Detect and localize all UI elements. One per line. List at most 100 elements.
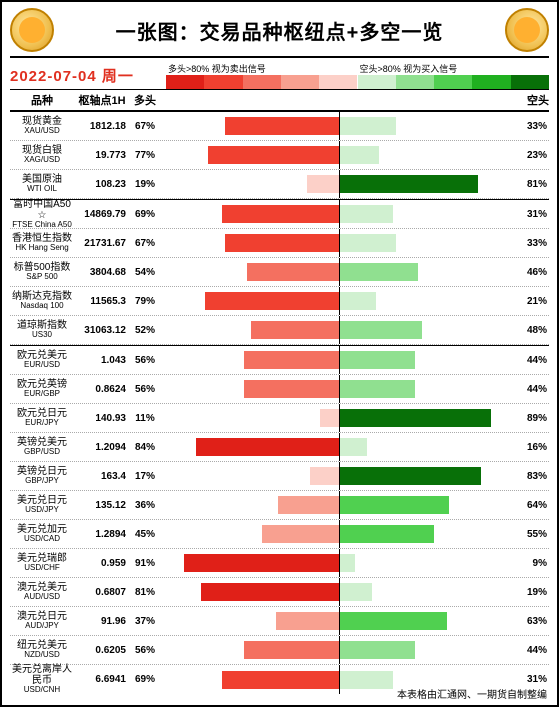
logo-right — [505, 8, 549, 52]
pivot-value: 1.2894 — [74, 529, 130, 540]
long-bar — [184, 554, 339, 572]
short-bar — [340, 583, 372, 601]
subheader: 2022-07-04 周一 多头>80% 视为卖出信号 空头>80% 视为买入信… — [10, 62, 549, 89]
short-pct: 16% — [519, 442, 549, 453]
pivot-value: 6.6941 — [74, 674, 130, 685]
instrument-name: 纳斯达克指数Nasdaq 100 — [10, 291, 74, 311]
short-bar — [340, 380, 415, 398]
long-pct: 19% — [130, 179, 160, 190]
long-bar — [205, 292, 339, 310]
short-bar — [340, 351, 415, 369]
legend-short-side: 空头>80% 视为买入信号 — [358, 62, 550, 89]
long-pct: 84% — [130, 442, 160, 453]
bar-chart — [160, 636, 519, 664]
short-pct: 23% — [519, 150, 549, 161]
bar-chart — [160, 258, 519, 286]
instrument-name: 现货白银XAG/USD — [10, 145, 74, 165]
bar-chart — [160, 491, 519, 519]
col-chart — [160, 92, 519, 108]
bar-chart — [160, 462, 519, 490]
instrument-name: 美元兑加元USD/CAD — [10, 524, 74, 544]
pivot-value: 0.6205 — [74, 645, 130, 656]
long-pct: 69% — [130, 674, 160, 685]
long-pct: 81% — [130, 587, 160, 598]
long-bar — [225, 117, 339, 135]
short-pct: 89% — [519, 413, 549, 424]
table-row: 英镑兑日元GBP/JPY163.417%83% — [10, 462, 549, 491]
table-row: 纳斯达克指数Nasdaq 10011565.379%21% — [10, 287, 549, 316]
instrument-name: 澳元兑日元AUD/JPY — [10, 611, 74, 631]
short-bar — [340, 205, 393, 223]
instrument-name: 澳元兑美元AUD/USD — [10, 582, 74, 602]
short-pct: 31% — [519, 209, 549, 220]
long-pct: 11% — [130, 413, 160, 424]
instrument-name: 美元兑离岸人民币USD/CNH — [10, 664, 74, 695]
table-row: 现货黄金XAU/USD1812.1867%33% — [10, 112, 549, 141]
table-row: 富时中国A50 ☆FTSE China A5014869.7969%31% — [10, 200, 549, 229]
instrument-name: 香港恒生指数HK Hang Seng — [10, 233, 74, 253]
pivot-value: 140.93 — [74, 413, 130, 424]
instrument-name: 标普500指数S&P 500 — [10, 262, 74, 282]
short-pct: 63% — [519, 616, 549, 627]
bar-chart — [160, 404, 519, 432]
long-bar — [251, 321, 339, 339]
short-pct: 83% — [519, 471, 549, 482]
short-pct: 33% — [519, 121, 549, 132]
short-pct: 21% — [519, 296, 549, 307]
pivot-value: 1.043 — [74, 355, 130, 366]
long-bar — [222, 671, 339, 689]
table-row: 英镑兑美元GBP/USD1.209484%16% — [10, 433, 549, 462]
col-pivot: 枢轴点1H — [74, 92, 130, 108]
pivot-value: 11565.3 — [74, 296, 130, 307]
bar-chart — [160, 346, 519, 374]
bar-chart — [160, 520, 519, 548]
date-value: 2022-07-04 — [10, 68, 97, 85]
instrument-name: 美元兑瑞郎USD/CHF — [10, 553, 74, 573]
table-row: 纽元兑美元NZD/USD0.620556%44% — [10, 636, 549, 665]
col-long: 多头 — [130, 92, 160, 108]
table-row: 美元兑加元USD/CAD1.289445%55% — [10, 520, 549, 549]
col-name: 品种 — [10, 92, 74, 108]
pivot-value: 135.12 — [74, 500, 130, 511]
weekday-value: 周一 — [102, 68, 134, 85]
short-pct: 44% — [519, 645, 549, 656]
long-pct: 67% — [130, 238, 160, 249]
long-bar — [244, 641, 339, 659]
table-row: 美国原油WTI OIL108.2319%81% — [10, 170, 549, 199]
long-bar — [262, 525, 339, 543]
pivot-value: 1.2094 — [74, 442, 130, 453]
short-pct: 81% — [519, 179, 549, 190]
bar-chart — [160, 287, 519, 315]
green-swatches — [358, 75, 550, 89]
long-pct: 56% — [130, 355, 160, 366]
long-pct: 69% — [130, 209, 160, 220]
table-row: 欧元兑英镑EUR/GBP0.862456%44% — [10, 375, 549, 404]
bar-chart — [160, 112, 519, 140]
pivot-value: 21731.67 — [74, 238, 130, 249]
short-pct: 64% — [519, 500, 549, 511]
short-bar — [340, 554, 355, 572]
long-bar — [244, 351, 339, 369]
short-bar — [340, 263, 418, 281]
col-short: 空头 — [519, 92, 549, 108]
instrument-name: 英镑兑日元GBP/JPY — [10, 466, 74, 486]
long-pct: 52% — [130, 325, 160, 336]
bar-chart — [160, 170, 519, 198]
short-pct: 44% — [519, 384, 549, 395]
long-bar — [244, 380, 339, 398]
pivot-value: 14869.79 — [74, 209, 130, 220]
bar-chart — [160, 433, 519, 461]
pivot-value: 3804.68 — [74, 267, 130, 278]
short-bar — [340, 641, 415, 659]
logo-left — [10, 8, 54, 52]
pivot-value: 1812.18 — [74, 121, 130, 132]
instrument-name: 道琼斯指数US30 — [10, 320, 74, 340]
table-row: 澳元兑日元AUD/JPY91.9637%63% — [10, 607, 549, 636]
short-bar — [340, 292, 376, 310]
report-page: 一张图：交易品种枢纽点+多空一览 2022-07-04 周一 多头>80% 视为… — [0, 0, 559, 707]
short-bar — [340, 175, 478, 193]
instrument-name: 纽元兑美元NZD/USD — [10, 640, 74, 660]
long-bar — [201, 583, 339, 601]
bar-chart — [160, 229, 519, 257]
short-bar — [340, 146, 379, 164]
